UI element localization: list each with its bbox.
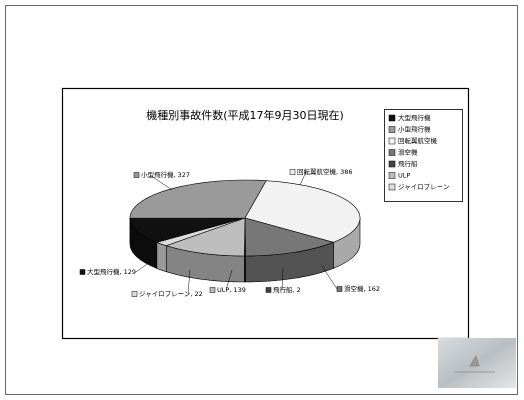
label-swatch bbox=[336, 286, 343, 292]
slice-side bbox=[156, 241, 167, 273]
label-swatch bbox=[79, 269, 86, 275]
data-label: 大型飛行機, 129 bbox=[87, 267, 136, 276]
slice bbox=[165, 217, 246, 257]
data-label: ジャイロプレーン, 22 bbox=[139, 290, 203, 298]
legend-label: ULP bbox=[398, 172, 410, 180]
leader-line bbox=[187, 269, 191, 295]
label-swatch bbox=[133, 172, 140, 178]
leader-line bbox=[149, 174, 173, 191]
data-label: ULP, 139 bbox=[217, 286, 246, 294]
legend-swatch bbox=[388, 126, 396, 133]
data-label: 回転翼航空機, 386 bbox=[297, 167, 353, 176]
data-label: 飛行船, 2 bbox=[273, 285, 301, 294]
legend-swatch bbox=[388, 183, 396, 191]
leader-line bbox=[299, 171, 307, 186]
label-swatch bbox=[209, 287, 216, 293]
chart-title: 機種別事故件数(平成17年9月30日現在) bbox=[146, 108, 344, 122]
slice bbox=[244, 217, 335, 257]
slice bbox=[129, 179, 267, 219]
data-label: 小型飛行機, 327 bbox=[141, 170, 190, 179]
legend-label: 回転翼航空機 bbox=[398, 136, 438, 145]
leader-line bbox=[135, 261, 151, 273]
leader-line bbox=[281, 267, 284, 291]
legend-swatch bbox=[388, 149, 396, 156]
leader-line bbox=[225, 269, 233, 291]
legend-label: 滑空機 bbox=[398, 148, 418, 157]
legend-label: 飛行船 bbox=[398, 159, 418, 168]
photo-detail bbox=[455, 355, 495, 373]
legend-label: ジャイロプレーン bbox=[398, 183, 449, 191]
legend-label: 大型飛行機 bbox=[398, 113, 431, 122]
legend-label: 小型飛行機 bbox=[398, 125, 431, 134]
legend-swatch bbox=[388, 160, 396, 168]
leader-line bbox=[321, 265, 338, 290]
legend-swatch bbox=[388, 137, 396, 145]
label-swatch bbox=[131, 291, 138, 297]
data-label: 滑空機, 162 bbox=[344, 284, 380, 293]
label-swatch bbox=[289, 169, 296, 175]
legend-swatch bbox=[388, 114, 396, 122]
slice bbox=[155, 217, 246, 247]
legend-swatch bbox=[388, 172, 396, 179]
legend-box bbox=[384, 109, 463, 202]
slice bbox=[244, 180, 361, 243]
slice bbox=[129, 217, 246, 243]
pie bbox=[129, 179, 361, 283]
label-swatch bbox=[265, 287, 272, 293]
